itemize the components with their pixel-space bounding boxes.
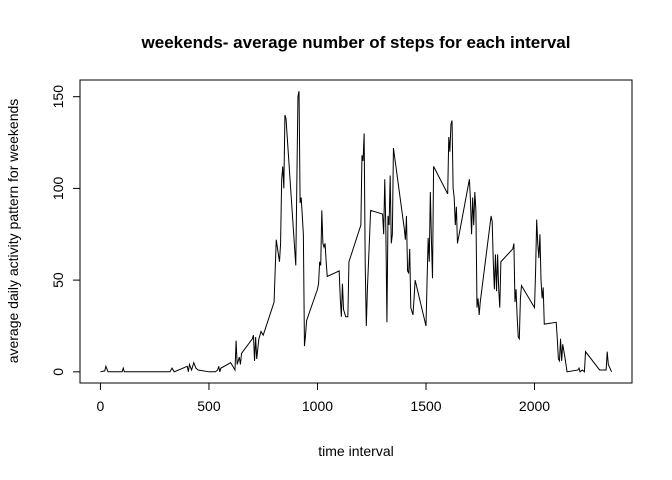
y-tick-label: 0 <box>50 368 66 376</box>
plot-box <box>79 79 633 384</box>
y-tick-label: 100 <box>50 177 66 201</box>
y-tick-label: 150 <box>50 85 66 109</box>
data-line <box>100 91 613 373</box>
y-axis-label: average daily activity pattern for weeke… <box>5 99 21 364</box>
x-tick-label: 1500 <box>410 398 441 414</box>
x-axis-label: time interval <box>318 443 393 459</box>
chart-title: weekends- average number of steps for ea… <box>141 33 571 52</box>
x-tick-label: 1000 <box>302 398 333 414</box>
x-tick-label: 0 <box>97 398 105 414</box>
x-tick-label: 500 <box>197 398 221 414</box>
x-tick-label: 2000 <box>519 398 550 414</box>
y-tick-label: 50 <box>50 272 66 288</box>
